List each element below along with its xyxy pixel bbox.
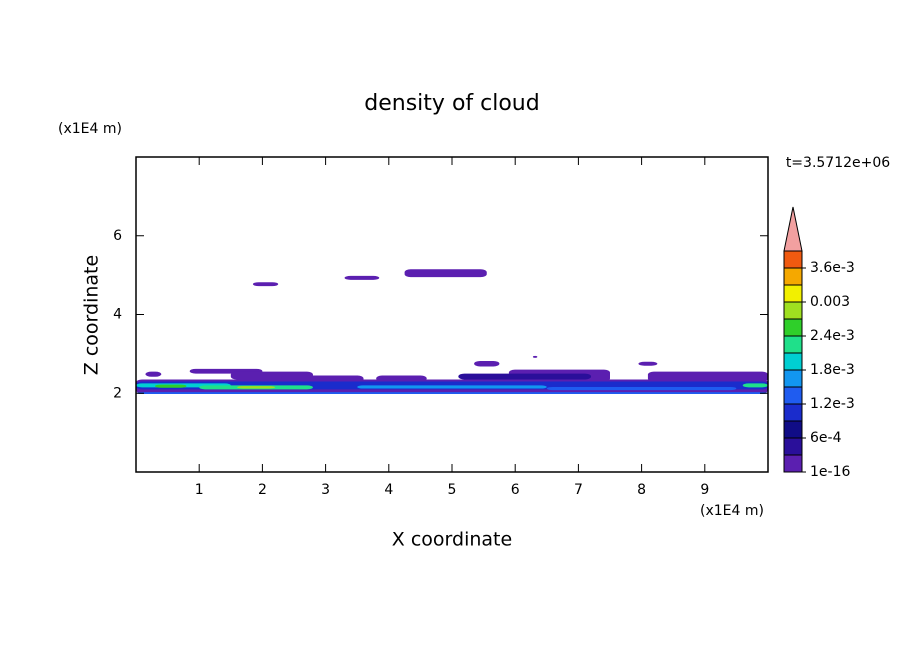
contour-region — [404, 269, 487, 278]
x-tick-label: 7 — [574, 482, 583, 498]
contour-region — [458, 373, 592, 380]
colorbar-label: 1.2e-3 — [810, 396, 855, 412]
colorbar-segment — [783, 420, 803, 439]
contour-region — [252, 282, 279, 287]
x-tick-label: 4 — [384, 482, 393, 498]
contour-region — [237, 386, 276, 389]
colorbar-segment — [783, 369, 803, 388]
contour-region — [532, 355, 538, 358]
colorbar-segment — [783, 386, 803, 405]
y-unit: (x1E4 m) — [58, 121, 122, 137]
colorbar-segment — [783, 250, 803, 269]
colorbar-segment — [783, 403, 803, 422]
contour-region — [647, 371, 768, 382]
colorbar-label: 0.003 — [810, 294, 850, 310]
contour-region — [474, 360, 500, 367]
colorbar-label: 1.8e-3 — [810, 362, 855, 378]
y-axis-label: Z coordinate — [81, 255, 103, 375]
x-tick-label: 1 — [195, 482, 204, 498]
colorbar-label: 3.6e-3 — [810, 260, 855, 276]
colorbar-segment — [783, 267, 803, 286]
contour-region — [742, 383, 768, 388]
chart-title: density of cloud — [364, 91, 539, 116]
time-annotation: t=3.5712e+06 — [786, 155, 890, 171]
y-tick-label: 2 — [113, 385, 122, 401]
colorbar-segment — [783, 301, 803, 320]
contour-region — [136, 392, 768, 395]
x-tick-label: 8 — [637, 482, 646, 498]
x-tick-label: 5 — [448, 482, 457, 498]
colorbar-segment — [783, 284, 803, 303]
x-tick-label: 9 — [700, 482, 709, 498]
x-tick-label: 6 — [511, 482, 520, 498]
x-tick-label: 2 — [258, 482, 267, 498]
colorbar-label: 6e-4 — [810, 430, 842, 446]
x-axis-label: X coordinate — [392, 529, 512, 551]
contour-region — [638, 361, 658, 366]
contour-region — [357, 385, 547, 389]
colorbar-over — [783, 206, 803, 252]
colorbar-segment — [783, 352, 803, 371]
colorbar-segment — [783, 335, 803, 354]
contour-region — [154, 384, 187, 388]
y-tick-label: 4 — [113, 307, 122, 323]
colorbar-label: 1e-16 — [810, 464, 850, 480]
x-unit: (x1E4 m) — [700, 503, 764, 519]
contour-region — [145, 371, 162, 377]
colorbar-segment — [783, 454, 803, 473]
colorbar-segment — [783, 437, 803, 456]
contour-region — [546, 386, 737, 391]
colorbar-label: 2.4e-3 — [810, 328, 855, 344]
contour-region — [344, 275, 380, 280]
colorbar-segment — [783, 318, 803, 337]
x-tick-label: 3 — [321, 482, 330, 498]
y-tick-label: 6 — [113, 228, 122, 244]
